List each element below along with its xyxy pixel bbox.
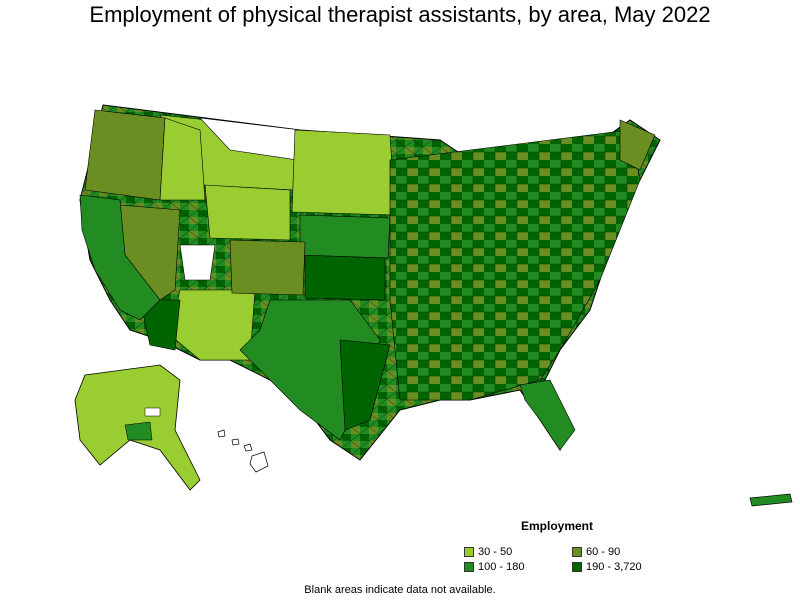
- california-region: [79, 194, 161, 321]
- alaska-blank: [144, 407, 161, 417]
- dakotas-region: [291, 129, 396, 216]
- legend-item-100-180: 100 - 180: [464, 561, 524, 573]
- legend-swatch: [464, 547, 474, 557]
- eastern-mix: [389, 129, 641, 401]
- utah-blank: [179, 244, 216, 281]
- legend-swatch: [572, 562, 582, 572]
- map-title: Employment of physical therapist assista…: [89, 2, 711, 27]
- colorado-region: [229, 239, 306, 296]
- legend-label: 60 - 90: [586, 546, 621, 558]
- arizona-dark: [139, 299, 181, 351]
- legend-swatch: [572, 547, 582, 557]
- kansas-dark: [304, 254, 386, 301]
- legend-item-60-90: 60 - 90: [572, 546, 620, 558]
- hawaii-islands: [217, 429, 269, 473]
- legend-swatch: [464, 562, 474, 572]
- wyoming-region: [204, 184, 291, 241]
- maine-region: [619, 119, 656, 171]
- nebraska-region: [299, 214, 391, 259]
- alaska-south-dark: [124, 421, 153, 441]
- legend-label: 100 - 180: [478, 561, 525, 573]
- texas-east-dark: [339, 339, 391, 431]
- legend-item-30-50: 30 - 50: [464, 546, 512, 558]
- oregon-wa-region: [84, 109, 166, 201]
- legend-label: 30 - 50: [478, 546, 513, 558]
- puerto-rico: [749, 493, 793, 507]
- florida-region: [519, 379, 576, 451]
- legend-title: Employment: [521, 519, 594, 533]
- footnote: Blank areas indicate data not available.: [304, 584, 496, 596]
- legend-label: 190 - 3,720: [586, 561, 642, 573]
- legend-item-190-3720: 190 - 3,720: [572, 561, 642, 573]
- idaho-light: [159, 117, 206, 201]
